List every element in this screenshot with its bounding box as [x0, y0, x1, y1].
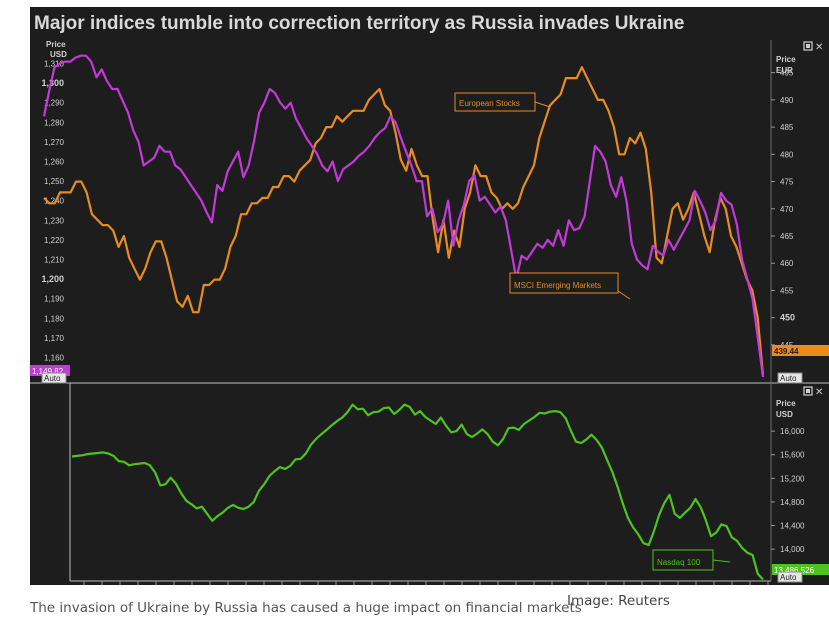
nasdaq-last-value-badge — [772, 564, 829, 575]
right-tick-label: 455 — [780, 286, 794, 295]
right-tick-label: 475 — [780, 178, 794, 187]
left-tick-label: 1,210 — [44, 256, 65, 265]
european-stocks-annotation-pointer — [534, 101, 551, 108]
nasdaq-tick-label: 15,200 — [780, 474, 805, 483]
msci-annotation-box — [509, 272, 619, 294]
left-tick-label: 1,240 — [44, 197, 65, 206]
left-tick-label: 1,160 — [44, 354, 65, 363]
maximize-icon[interactable] — [803, 41, 813, 51]
image-credit: Image: Reuters — [567, 593, 670, 609]
left-tick-label: 1,170 — [44, 334, 65, 343]
msci-last-value-badge — [30, 365, 70, 376]
europe-last-value-badge — [772, 345, 829, 356]
europe-last-value-label: 439.44 — [774, 347, 799, 356]
nasdaq-auto-button[interactable] — [777, 571, 803, 583]
left-tick-label: 1,180 — [44, 314, 65, 323]
maximize-icon-inner — [806, 44, 810, 48]
close-icon[interactable]: ✕ — [815, 387, 823, 398]
left-tick-label: 1,270 — [44, 138, 65, 147]
caption: The invasion of Ukraine by Russia has ca… — [30, 600, 582, 616]
right-tick-label: 480 — [780, 150, 794, 159]
msci-last-value-label: 1,149.82 — [32, 367, 64, 376]
maximize-icon[interactable] — [803, 386, 813, 396]
right-tick-label: 495 — [780, 69, 794, 78]
right-tick-label: 490 — [780, 96, 794, 105]
left-tick-label: 1,230 — [44, 216, 65, 225]
left-axis-label-currency: USD — [50, 50, 67, 59]
msci-annotation-pointer — [617, 290, 631, 300]
close-icon[interactable]: ✕ — [815, 42, 823, 53]
nasdaq-annotation-box — [652, 549, 714, 571]
nasdaq-tick-label: 14,000 — [780, 545, 805, 554]
left-auto-button-label: Auto — [44, 374, 61, 383]
chart-panel: Price USD 1,310 1,300 1,290 1,280 1,270 1,260 1,… — [30, 7, 829, 585]
right-tick-label: 485 — [780, 123, 794, 132]
left-tick-label: 1,310 — [44, 60, 65, 69]
left-tick-label: 1,300 — [41, 78, 64, 88]
nasdaq-tick-label: 14,400 — [780, 522, 805, 531]
nasdaq-last-value-label: 13,486.526 — [774, 566, 815, 575]
left-axis-label-price: Price — [46, 40, 66, 49]
left-tick-label: 1,280 — [44, 118, 65, 127]
nasdaq-tick-label: 16,000 — [780, 427, 805, 436]
left-tick-label: 1,260 — [44, 158, 65, 167]
nasdaq-axis-label-currency: USD — [776, 410, 793, 419]
nasdaq-tick-label: 15,600 — [780, 451, 805, 460]
right-tick-label: 460 — [780, 259, 794, 268]
right-axis-label-price: Price — [776, 55, 796, 64]
chart-title: Major indices tumble into correction ter… — [34, 13, 685, 34]
nasdaq-annotation-pointer — [712, 559, 731, 563]
left-tick-label: 1,220 — [44, 236, 65, 245]
msci-annotation-label: MSCI Emerging Markets — [514, 281, 601, 290]
right-tick-label: 450 — [780, 313, 795, 323]
nasdaq-annotation-label: Nasdaq 100 — [657, 558, 701, 567]
series-european-stocks-line — [43, 66, 765, 376]
right-auto-button[interactable] — [777, 372, 803, 384]
left-tick-label: 1,250 — [44, 177, 65, 186]
left-tick-label: 1,200 — [41, 274, 64, 284]
nasdaq-tick-label: 14,800 — [780, 498, 805, 507]
european-stocks-annotation-label: European Stocks — [459, 99, 520, 108]
maximize-icon-inner — [806, 389, 810, 393]
right-axis-label-currency: EUR — [776, 66, 793, 75]
chart-svg: PriceUSD1,3101,3001,2901,2801,2701,2601,… — [30, 40, 829, 585]
series-nasdaq-100-line — [71, 403, 764, 581]
nasdaq-axis-label-price: Price — [776, 399, 796, 408]
nasdaq-auto-button-label: Auto — [780, 573, 797, 582]
series-msci-emerging-markets-line — [42, 54, 765, 378]
left-tick-label: 1,190 — [44, 295, 65, 304]
left-tick-label: 1,290 — [44, 99, 65, 108]
right-auto-button-label: Auto — [780, 374, 797, 383]
left-auto-button[interactable] — [41, 372, 67, 384]
european-stocks-annotation-box — [454, 92, 536, 112]
right-tick-label: 470 — [780, 205, 794, 214]
right-tick-label: 465 — [780, 232, 794, 241]
